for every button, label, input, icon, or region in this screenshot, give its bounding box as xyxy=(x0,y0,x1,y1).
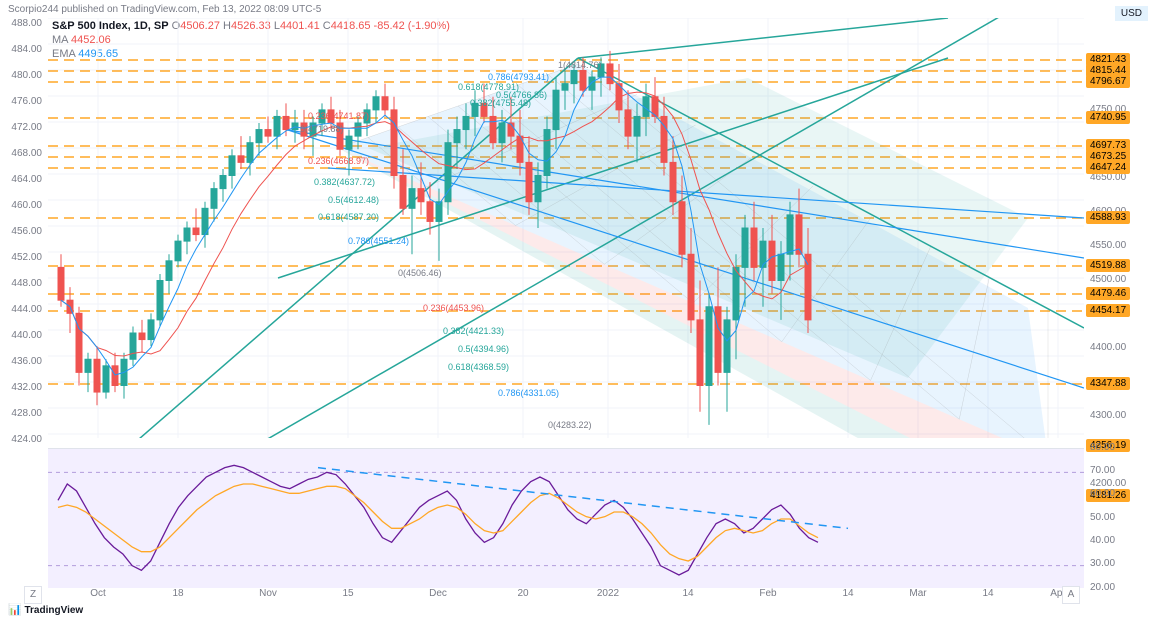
y-axis-left: 488.00484.00480.00476.00472.00468.00464.… xyxy=(0,18,46,438)
svg-text:0.618(4368.59): 0.618(4368.59) xyxy=(448,362,509,372)
svg-text:0.5(4612.48): 0.5(4612.48) xyxy=(328,195,379,205)
main-chart[interactable]: 0(4719.88) 0.236(4741.87) 0.236(4668.97) 0.… xyxy=(48,18,1084,438)
y-axis-right: 4800.004750.004700.004650.004600.004550.… xyxy=(1086,18,1152,438)
svg-text:0(4283.22): 0(4283.22) xyxy=(548,420,592,430)
svg-text:0(4506.46): 0(4506.46) xyxy=(398,268,442,278)
svg-text:0.5(4394.96): 0.5(4394.96) xyxy=(458,344,509,354)
svg-text:0.236(4741.87): 0.236(4741.87) xyxy=(308,111,369,121)
rsi-panel[interactable] xyxy=(48,448,1084,588)
svg-text:1(4814.76): 1(4814.76) xyxy=(558,60,602,70)
svg-text:0.382(4637.72): 0.382(4637.72) xyxy=(314,177,375,187)
x-axis: Oct18Nov15Dec20202214Feb14Mar14Apr xyxy=(48,588,1084,604)
zoom-z-button[interactable]: Z xyxy=(24,586,42,604)
svg-text:0.236(4668.97): 0.236(4668.97) xyxy=(308,156,369,166)
svg-text:0.786(4331.05): 0.786(4331.05) xyxy=(498,388,559,398)
tradingview-logo: 📊 TradingView xyxy=(8,603,83,616)
svg-text:0(4719.88): 0(4719.88) xyxy=(300,124,344,134)
svg-text:0.618(4778.91): 0.618(4778.91) xyxy=(458,82,519,92)
svg-text:0.236(4453.96): 0.236(4453.96) xyxy=(423,303,484,313)
publish-header: Scorpio244 published on TradingView.com,… xyxy=(8,4,321,15)
svg-text:0.786(4551.24): 0.786(4551.24) xyxy=(348,236,409,246)
chart-container: Scorpio244 published on TradingView.com,… xyxy=(0,0,1152,618)
rsi-y-axis: 80.0070.0060.0050.0040.0030.0020.00 xyxy=(1086,448,1152,588)
svg-text:0.382(4421.33): 0.382(4421.33) xyxy=(443,326,504,336)
svg-text:0.786(4793.41): 0.786(4793.41) xyxy=(488,72,549,82)
zoom-a-button[interactable]: A xyxy=(1062,586,1080,604)
svg-text:0.618(4587.20): 0.618(4587.20) xyxy=(318,212,379,222)
